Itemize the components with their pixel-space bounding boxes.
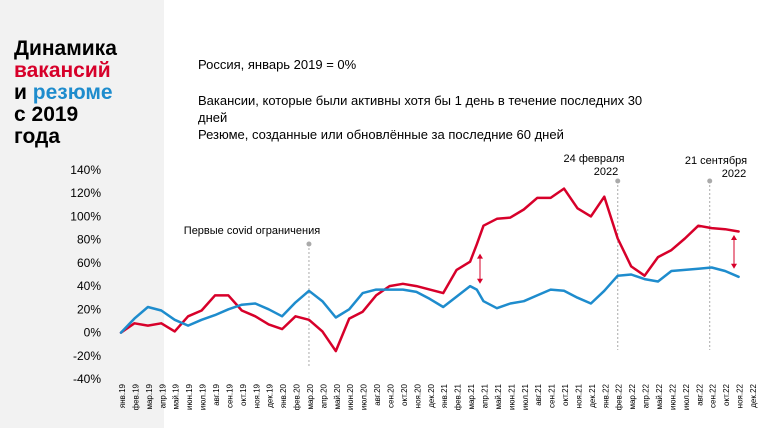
x-tick-label: сен.19 (225, 383, 234, 408)
x-tick-label: дек.20 (427, 383, 436, 407)
x-tick-label: авг.20 (373, 383, 382, 405)
y-tick-label: 140% (70, 163, 101, 177)
x-tick-label: фев.22 (615, 383, 624, 410)
feb-2022-annotation-label-line-1: 24 февраля (564, 153, 625, 165)
sep-2022-annotation-label-line-2: 2022 (722, 168, 746, 180)
x-tick-label: июл.20 (360, 383, 369, 410)
x-tick-label: май.19 (172, 383, 181, 409)
x-tick-label: дек.21 (588, 383, 597, 407)
gap-arrows (477, 235, 737, 284)
x-tick-label: май.22 (655, 383, 664, 409)
covid-annotation-label: Первые covid ограничения (184, 225, 320, 237)
title-conjunction: и (14, 81, 33, 104)
resumes-line (119, 266, 740, 334)
sep-2022-annotation-dot (707, 178, 713, 184)
x-tick-label: окт.19 (239, 383, 248, 405)
covid-annotation-dot (306, 241, 312, 247)
vacancies-line (119, 187, 740, 353)
x-tick-label: мар.20 (306, 383, 315, 409)
x-tick-label: апр.21 (480, 383, 489, 408)
gap-arrow-2022-head-bottom (731, 263, 737, 269)
x-tick-label: янв.21 (440, 383, 449, 408)
base-note: Россия, январь 2019 = 0% (198, 57, 357, 72)
x-tick-label: янв.19 (118, 383, 127, 408)
x-tick-label: июл.22 (682, 383, 691, 410)
x-tick-label: июн.20 (346, 383, 355, 410)
x-tick-label: июн.21 (507, 383, 516, 410)
x-tick-label: апр.22 (642, 383, 651, 408)
x-tick-label: июл.19 (199, 383, 208, 410)
y-tick-label: 20% (77, 302, 101, 316)
feb-2022-annotation-label-line-2: 2022 (594, 166, 618, 178)
y-tick-label: -40% (73, 372, 101, 386)
title-line-1: Динамика (14, 37, 117, 60)
x-tick-label: май.20 (333, 383, 342, 409)
vacancies-note-line-2: дней (198, 110, 228, 125)
x-tick-label: ноя.22 (736, 383, 745, 408)
x-tick-label: авг.19 (212, 383, 221, 405)
sidebar-panel (0, 0, 164, 428)
x-tick-label: мар.21 (467, 383, 476, 409)
y-tick-label: 120% (70, 186, 101, 200)
x-tick-label: апр.20 (319, 383, 328, 408)
gap-arrow-2021-head-top (477, 253, 483, 259)
page-title: Динамика вакансий и резюме с 2019 года (14, 38, 164, 148)
y-tick-label: 80% (77, 233, 101, 247)
x-tick-label: авг.22 (695, 383, 704, 405)
x-tick-label: ноя.21 (574, 383, 583, 408)
title-line-5: года (14, 125, 61, 148)
x-tick-label: фев.20 (293, 383, 302, 410)
x-tick-label: май.21 (494, 383, 503, 409)
x-tick-label: ноя.19 (252, 383, 261, 408)
title-line-resumes: и резюме (14, 82, 164, 104)
x-tick-label: мар.19 (145, 383, 154, 409)
x-tick-label: мар.22 (628, 383, 637, 409)
feb-2022-annotation-dot (615, 178, 621, 184)
title-line-vacancies: вакансий (14, 59, 111, 82)
title-line-4: с 2019 (14, 103, 79, 126)
series-lines (119, 187, 740, 353)
x-tick-label: фев.21 (454, 383, 463, 410)
gap-arrow-2022-head-top (731, 235, 737, 241)
y-tick-label: 0% (84, 326, 102, 340)
y-tick-label: 60% (77, 256, 101, 270)
x-tick-label: июн.19 (185, 383, 194, 410)
x-tick-label: июл.21 (521, 383, 530, 410)
x-tick-label: авг.21 (534, 383, 543, 405)
x-tick-label: фев.19 (131, 383, 140, 410)
x-tick-label: дек.22 (749, 383, 758, 407)
x-tick-label: окт.21 (561, 383, 570, 405)
y-tick-label: -20% (73, 349, 101, 363)
x-tick-label: сен.21 (548, 383, 557, 408)
x-tick-label: янв.20 (279, 383, 288, 408)
x-tick-label: июн.22 (668, 383, 677, 410)
title-word-resumes: резюме (32, 81, 113, 104)
x-tick-label: окт.20 (400, 383, 409, 405)
sep-2022-annotation-label-line-1: 21 сентября (685, 155, 747, 167)
x-tick-label: ноя.20 (413, 383, 422, 408)
x-tick-label: сен.20 (387, 383, 396, 408)
x-tick-label: окт.22 (722, 383, 731, 405)
x-tick-label: апр.19 (158, 383, 167, 408)
vacancies-note-line-1: Вакансии, которые были активны хотя бы 1… (198, 93, 643, 108)
resumes-note: Резюме, созданные или обновлённые за пос… (198, 127, 564, 142)
y-axis: 140% 120% 100% 80% 60% 40% 20% 0% -20% -40% (70, 163, 101, 386)
y-tick-label: 100% (70, 209, 101, 223)
x-axis: янв.19 фев.19 мар.19 апр.19 май.19 июн.19 июл.… (118, 383, 758, 410)
y-tick-label: 40% (77, 279, 101, 293)
gap-arrow-2021-head-bottom (477, 278, 483, 284)
x-tick-label: дек.19 (266, 383, 275, 407)
x-tick-label: сен.22 (709, 383, 718, 408)
x-tick-label: янв.22 (601, 383, 610, 408)
